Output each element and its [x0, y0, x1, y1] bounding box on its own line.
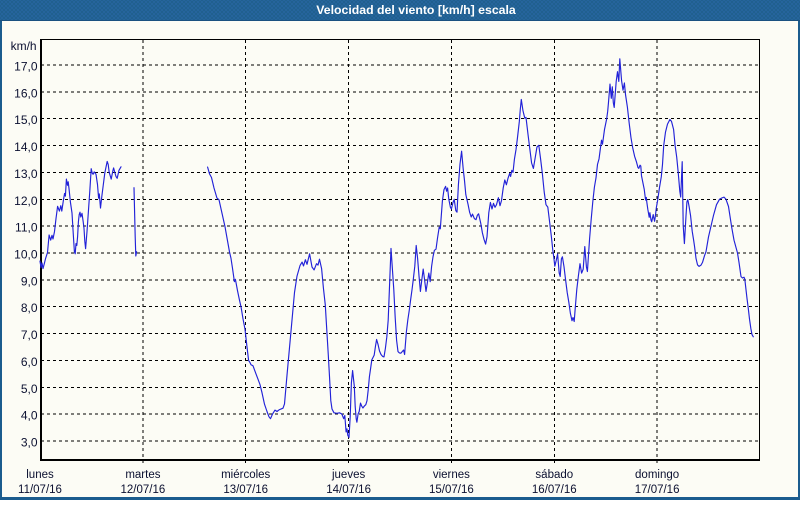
svg-text:13/07/16: 13/07/16: [223, 484, 268, 496]
svg-text:11/07/16: 11/07/16: [18, 484, 62, 496]
svg-text:7,0: 7,0: [21, 328, 38, 342]
svg-text:15/07/16: 15/07/16: [429, 484, 474, 496]
svg-text:10,0: 10,0: [14, 248, 38, 262]
svg-text:sábado: sábado: [535, 469, 573, 481]
svg-text:lunes: lunes: [26, 469, 54, 481]
svg-text:14/07/16: 14/07/16: [326, 484, 371, 496]
svg-text:17/07/16: 17/07/16: [635, 484, 680, 496]
svg-text:km/h: km/h: [11, 39, 37, 53]
svg-text:15,0: 15,0: [14, 113, 38, 127]
svg-text:5,0: 5,0: [21, 382, 38, 396]
svg-text:17,0: 17,0: [14, 60, 38, 74]
svg-text:16,0: 16,0: [14, 86, 38, 100]
svg-text:martes: martes: [125, 469, 160, 481]
svg-text:3,0: 3,0: [21, 436, 38, 450]
svg-text:jueves: jueves: [331, 469, 365, 481]
svg-text:9,0: 9,0: [21, 274, 38, 288]
svg-text:12,0: 12,0: [14, 194, 38, 208]
svg-text:12/07/16: 12/07/16: [121, 484, 166, 496]
svg-text:miércoles: miércoles: [221, 469, 270, 481]
svg-text:4,0: 4,0: [21, 409, 38, 423]
svg-text:viernes: viernes: [433, 469, 470, 481]
svg-text:16/07/16: 16/07/16: [532, 484, 577, 496]
svg-text:8,0: 8,0: [21, 301, 38, 315]
svg-text:13,0: 13,0: [14, 167, 38, 181]
svg-text:14,0: 14,0: [14, 140, 38, 154]
svg-text:6,0: 6,0: [21, 355, 38, 369]
svg-text:domingo: domingo: [635, 469, 679, 481]
svg-text:11,0: 11,0: [15, 221, 38, 235]
